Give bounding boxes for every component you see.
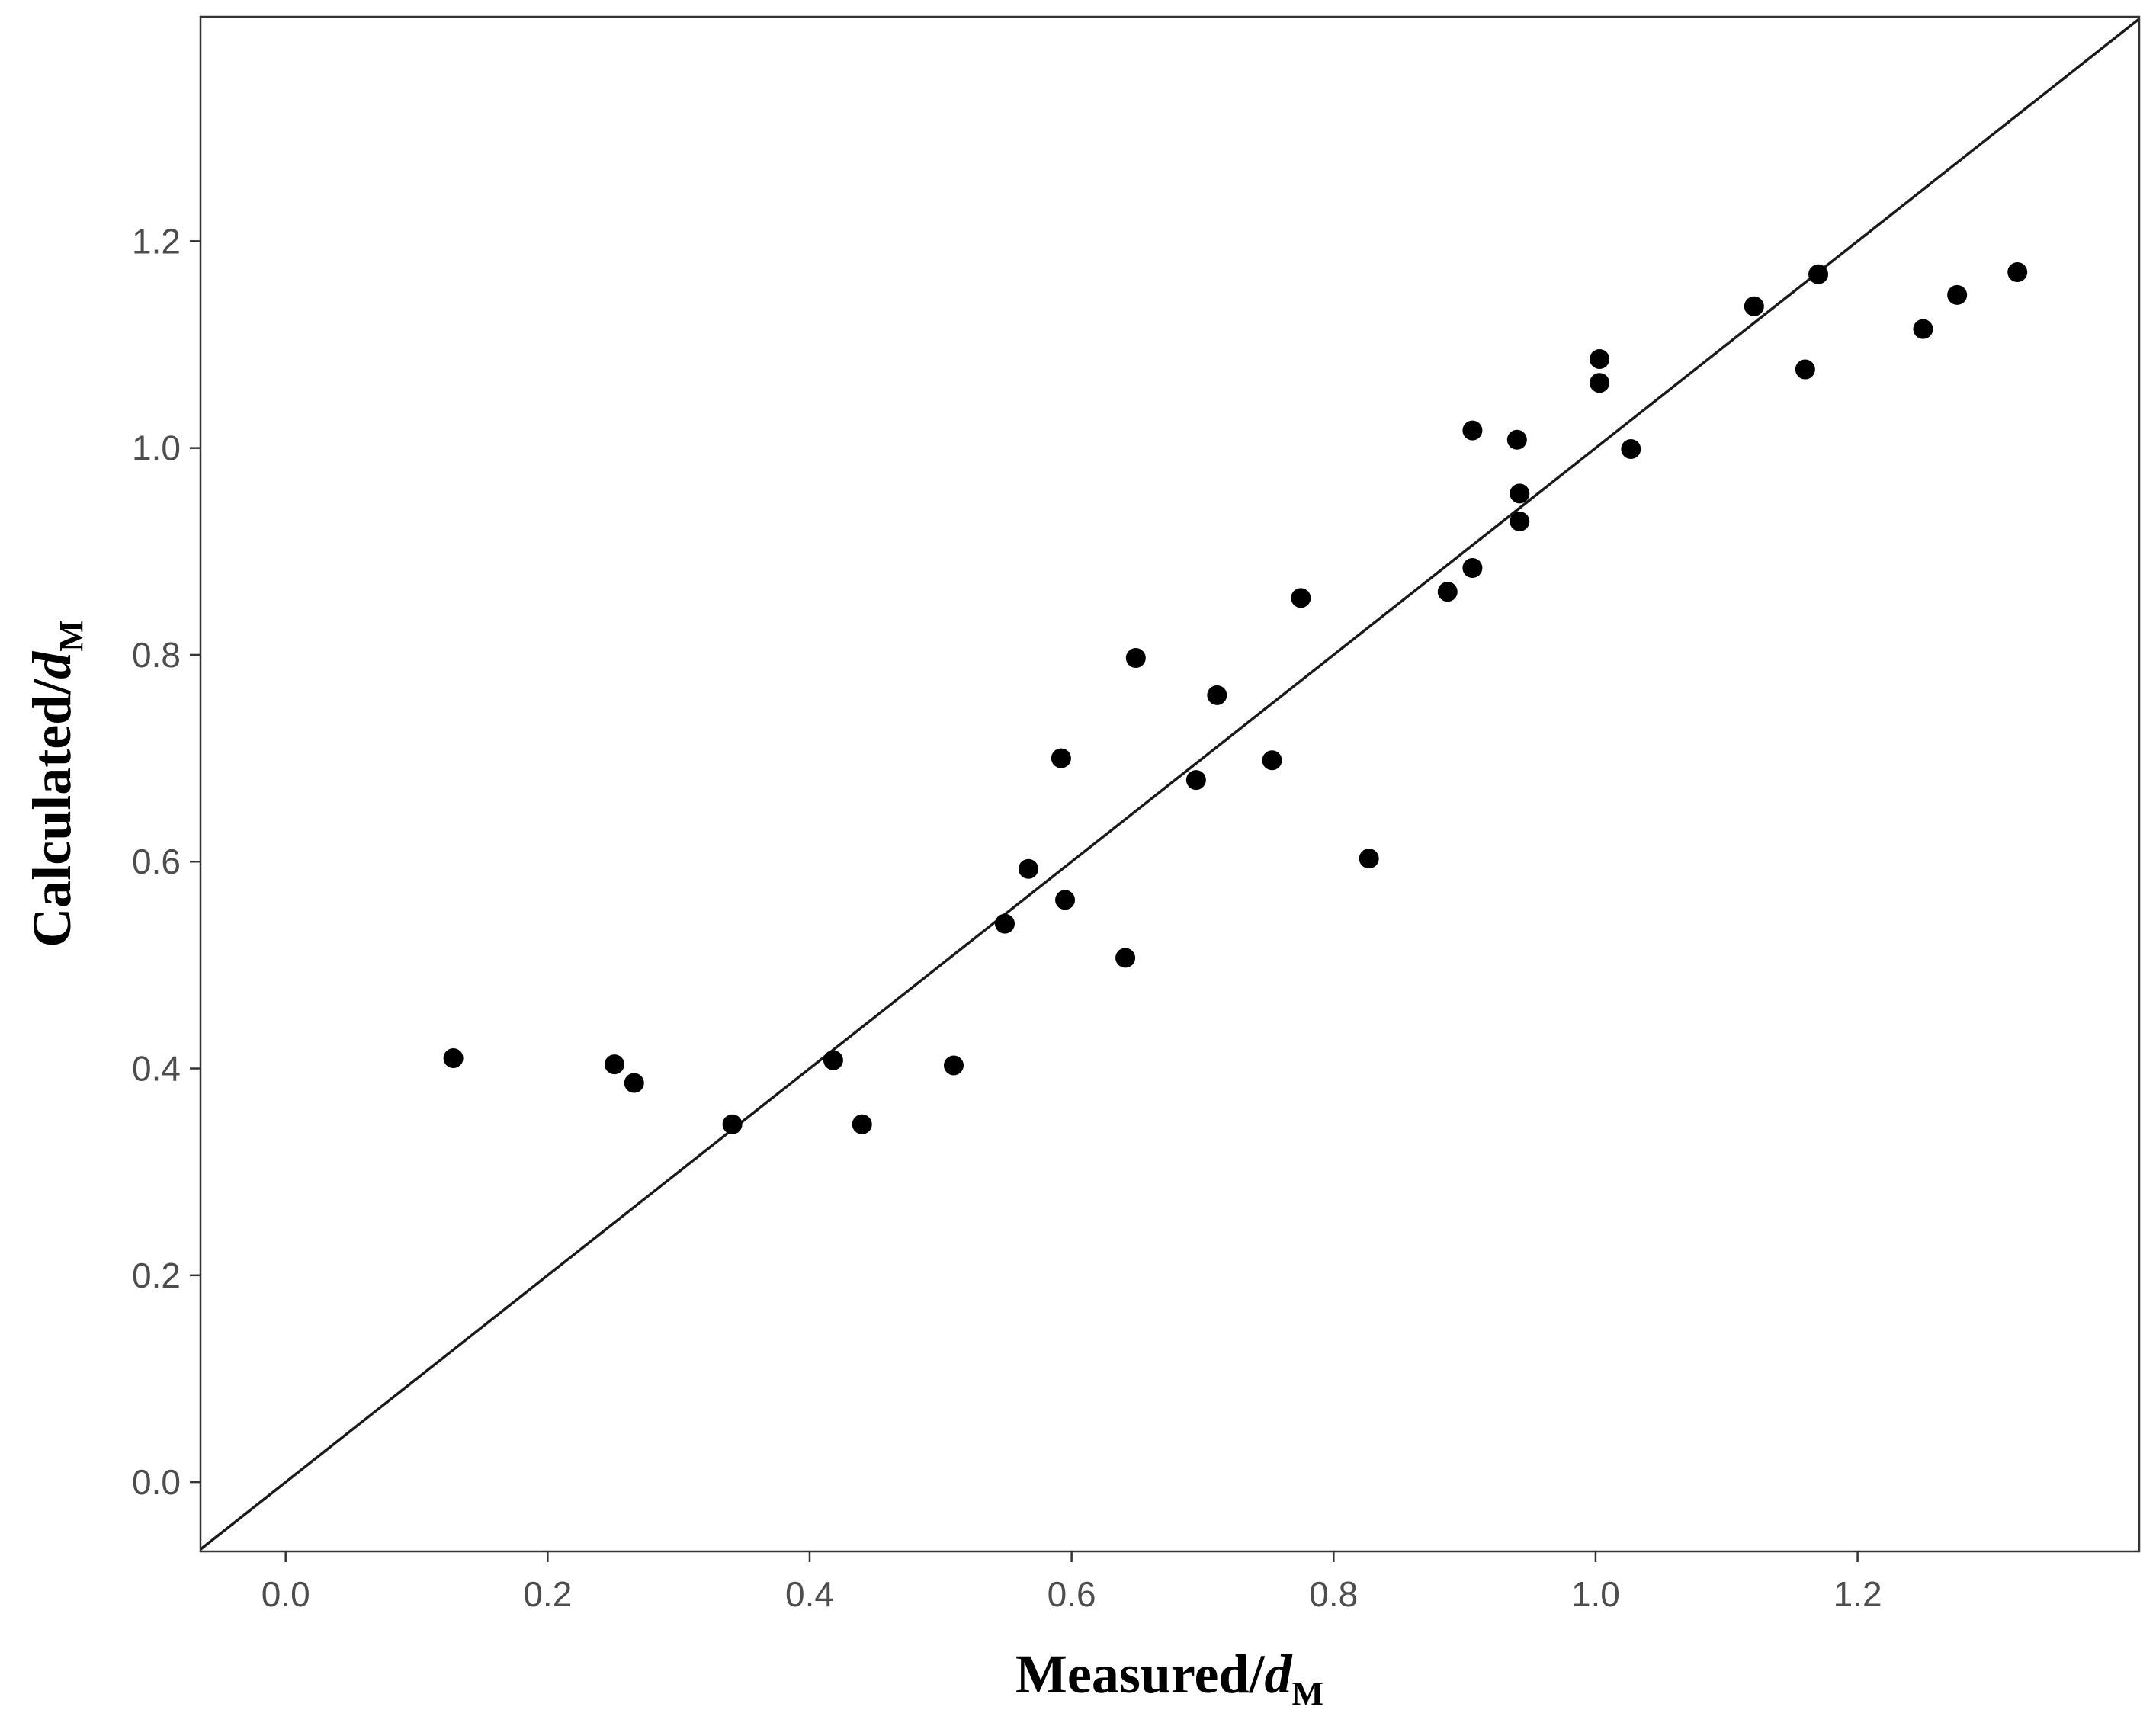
data-point-7 [943, 1055, 964, 1076]
data-point-16 [1262, 750, 1282, 771]
data-point-27 [1621, 439, 1641, 460]
x-axis: 0.0 0.2 0.4 0.6 0.8 1.0 1.2 [261, 1551, 1882, 1614]
data-point-21 [1462, 420, 1483, 441]
data-point-4 [722, 1114, 743, 1134]
data-point-11 [1055, 890, 1076, 910]
data-point-10 [1051, 748, 1071, 768]
x-tick-label: 0.6 [1048, 1574, 1096, 1614]
data-point-1 [443, 1047, 464, 1068]
x-tick-label: 0.2 [523, 1574, 572, 1614]
data-point-9 [1018, 858, 1038, 879]
x-tick-label: 0.8 [1309, 1574, 1358, 1614]
data-point-33 [2007, 262, 2028, 283]
y-tick-label: 0.2 [132, 1256, 181, 1295]
data-point-31 [1913, 319, 1933, 339]
plot-frame [199, 15, 2141, 1553]
data-point-30 [1808, 264, 1829, 284]
data-point-12 [1115, 948, 1136, 968]
y-tick-label: 0.0 [132, 1462, 181, 1502]
y-tick-label: 0.6 [132, 842, 181, 881]
data-point-23 [1510, 483, 1530, 504]
data-point-8 [995, 913, 1015, 934]
y-tick-label: 0.4 [132, 1049, 181, 1089]
x-tick-label: 1.0 [1571, 1574, 1620, 1614]
y-axis: 0.0 0.2 0.4 0.6 0.8 1.0 1.2 [132, 221, 201, 1502]
y-tick-label: 1.2 [132, 221, 181, 261]
data-point-24 [1510, 511, 1530, 531]
data-point-13 [1125, 648, 1146, 669]
y-axis-title: Calculated/dM [21, 620, 90, 948]
y-tick-label: 0.8 [132, 635, 181, 675]
data-point-18 [1359, 849, 1379, 869]
data-point-20 [1462, 557, 1483, 578]
data-point-15 [1207, 685, 1227, 705]
data-point-5 [823, 1050, 843, 1070]
data-point-26 [1590, 373, 1610, 393]
data-points [443, 262, 2028, 1134]
data-point-25 [1590, 348, 1610, 369]
x-axis-title: Measured/dM [1015, 1644, 1323, 1710]
y-tick-label: 1.0 [132, 428, 181, 468]
data-point-28 [1744, 296, 1764, 316]
data-point-6 [852, 1114, 872, 1134]
data-point-14 [1185, 770, 1206, 791]
x-tick-label: 1.2 [1834, 1574, 1882, 1614]
data-point-3 [624, 1073, 644, 1093]
x-tick-label: 0.4 [785, 1574, 834, 1614]
data-point-17 [1291, 588, 1311, 608]
data-point-29 [1795, 359, 1815, 380]
data-point-2 [604, 1054, 624, 1075]
data-point-19 [1437, 582, 1458, 602]
x-tick-label: 0.0 [261, 1574, 310, 1614]
data-point-32 [1947, 284, 1968, 305]
data-point-22 [1506, 429, 1527, 450]
